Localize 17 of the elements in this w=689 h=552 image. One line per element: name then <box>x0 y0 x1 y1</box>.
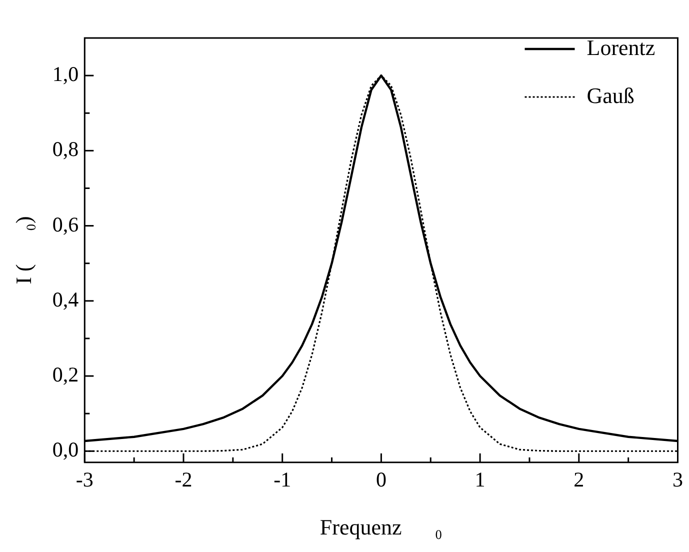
x-tick-label: 0 <box>376 468 386 492</box>
legend-label: Gauß <box>586 82 634 108</box>
x-axis-title: Frequenz ₀ <box>320 514 442 540</box>
x-tick-label: 2 <box>574 468 584 492</box>
y-tick-label: 0,4 <box>52 287 80 312</box>
x-tick-label: 1 <box>474 468 486 492</box>
x-tick-label: -3 <box>76 468 94 492</box>
x-tick-label: 3 <box>672 468 683 492</box>
y-tick-label: 0,2 <box>52 362 79 387</box>
y-tick-label: 1,0 <box>52 62 79 86</box>
x-tick-label: -2 <box>174 468 192 492</box>
y-tick-label: 0,8 <box>52 137 79 162</box>
y-tick-label: 0,0 <box>52 438 79 462</box>
legend-label: Lorentz <box>586 34 656 60</box>
x-tick-label: -1 <box>274 468 292 492</box>
y-tick-label: 0,6 <box>52 212 79 236</box>
y-axis-title: I ( ₀) <box>10 216 36 284</box>
